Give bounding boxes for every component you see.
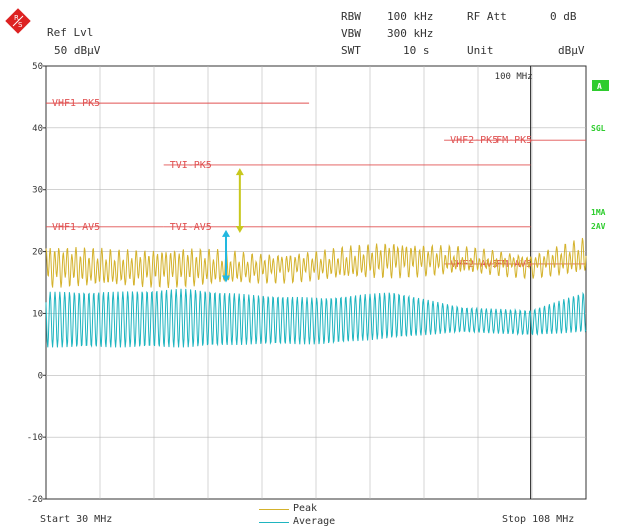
delta-arrow-head-up [222, 229, 230, 237]
limit-label: VHF1-PK5 [52, 98, 100, 109]
y-tick-label: 10 [32, 309, 43, 319]
legend-peak-swatch [259, 509, 289, 510]
svg-text:S: S [18, 21, 23, 29]
legend-peak-label: Peak [293, 503, 318, 514]
legend-average-label: Average [293, 516, 336, 527]
y-tick-label: 20 [32, 248, 43, 258]
vbw-value: 300 kHz [387, 27, 434, 40]
unit-value: dBµV [558, 44, 585, 57]
side-sgl-label: SGL [591, 124, 606, 133]
rbw-label: RBW [341, 10, 361, 23]
ref-level-label: Ref Lvl [47, 26, 94, 39]
limit-label: TVI-PK5 [170, 160, 212, 171]
y-axis-ticks: 50 40 30 20 10 0 -10 -20 [27, 62, 46, 505]
stop-frequency: Stop 108 MHz [502, 514, 575, 525]
side-trace1-label: 1MA [591, 208, 606, 217]
ref-level-value: 50 dBµV [54, 44, 101, 57]
unit-label: Unit [467, 44, 494, 57]
swt-value: 10 s [403, 44, 430, 57]
limit-label: FM-PK5 [496, 135, 532, 146]
swt-label: SWT [341, 44, 361, 57]
delta-arrow-head-down [222, 275, 230, 283]
trace-peak [45, 237, 587, 289]
brand-logo: R S [5, 8, 31, 34]
arrows [222, 168, 244, 283]
y-tick-label: 0 [38, 371, 43, 381]
limit-label: VHF2-PK5 [450, 135, 498, 146]
side-a-label: A [597, 82, 602, 91]
limit-label: VHF1-AV5 [52, 222, 100, 233]
y-tick-label: 40 [32, 124, 43, 134]
start-frequency: Start 30 MHz [40, 514, 113, 525]
rf-att-value: 0 dB [550, 10, 577, 23]
side-annotations: A SGL 1MA 2AV [591, 80, 609, 231]
side-a-box [592, 80, 609, 91]
y-tick-label: 50 [32, 62, 43, 72]
side-trace2-label: 2AV [591, 222, 606, 231]
chart-grid [45, 65, 587, 500]
svg-text:R: R [14, 14, 19, 22]
limit-label: TVI-AV5 [170, 222, 212, 233]
rf-att-label: RF Att [467, 10, 507, 23]
traces [45, 237, 587, 348]
y-tick-label: -10 [27, 433, 43, 443]
y-tick-label: -20 [27, 495, 43, 505]
legend-average-swatch [259, 522, 289, 523]
marker-frequency-label: 100 MHz [495, 72, 533, 82]
delta-arrow-head-up [235, 168, 244, 176]
delta-arrow-head-down [235, 226, 244, 234]
y-tick-label: 30 [32, 186, 43, 196]
rbw-value: 100 kHz [387, 10, 434, 23]
vbw-label: VBW [341, 27, 361, 40]
trace-average [45, 288, 587, 348]
